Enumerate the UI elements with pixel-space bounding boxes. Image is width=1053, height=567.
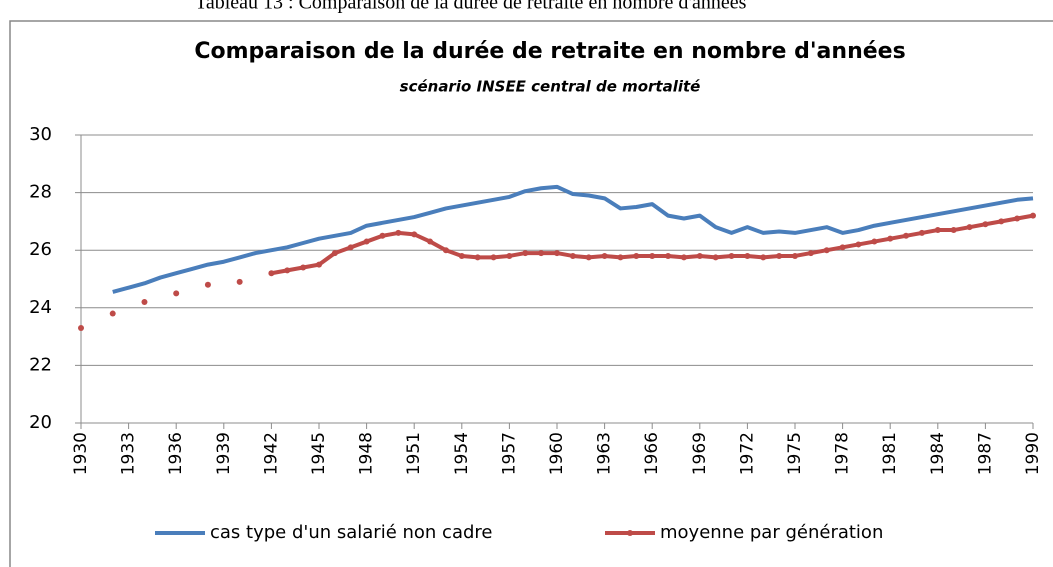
legend-label: cas type d'un salarié non cadre: [210, 522, 493, 543]
x-tick-label: 1972: [737, 432, 757, 475]
point: [538, 250, 545, 257]
point: [78, 324, 84, 331]
point: [204, 281, 211, 288]
x-tick-label: 1930: [71, 432, 91, 475]
point: [363, 238, 370, 245]
point: [411, 231, 418, 238]
point: [728, 252, 735, 259]
y-tick-label: 30: [29, 124, 52, 145]
point: [109, 310, 116, 317]
point: [141, 299, 148, 306]
x-tick-label: 1963: [595, 432, 615, 475]
chart-subtitle: scénario INSEE central de mortalité: [400, 78, 701, 96]
point: [823, 247, 830, 254]
x-tick-label: 1954: [452, 432, 472, 475]
point: [744, 252, 751, 259]
y-tick-label: 28: [29, 182, 52, 203]
point: [173, 290, 180, 297]
point: [887, 235, 894, 242]
point: [585, 254, 592, 261]
point: [347, 244, 354, 251]
point: [871, 238, 878, 245]
x-tick-label: 1984: [928, 432, 948, 475]
point: [474, 254, 481, 261]
point: [855, 241, 862, 248]
x-tick-label: 1936: [166, 432, 186, 475]
x-tick-label: 1960: [547, 432, 567, 475]
point: [665, 252, 672, 259]
x-tick-label: 1945: [309, 432, 329, 475]
point: [316, 261, 322, 268]
y-tick-label: 24: [29, 297, 52, 318]
point: [807, 250, 814, 257]
point: [569, 252, 576, 259]
point: [427, 238, 434, 245]
legend-label: moyenne par génération: [660, 522, 883, 543]
y-tick-label: 22: [29, 354, 52, 375]
chart-frame: [9, 20, 1053, 567]
point: [617, 254, 624, 261]
point: [998, 218, 1005, 225]
y-tick-label: 20: [29, 412, 52, 433]
legend-marker: [627, 530, 633, 536]
x-tick-label: 1969: [690, 432, 710, 475]
point: [458, 252, 465, 259]
x-tick-label: 1981: [880, 432, 900, 475]
point: [331, 250, 338, 257]
point: [601, 252, 608, 259]
point: [1030, 212, 1036, 219]
point: [680, 254, 687, 261]
point: [934, 227, 941, 234]
point: [506, 252, 513, 259]
x-tick-label: 1939: [214, 432, 234, 475]
point: [966, 224, 973, 231]
caption: Tableau 13 : Comparaison de la durée de …: [195, 0, 747, 14]
point: [712, 254, 719, 261]
point: [950, 227, 957, 234]
point: [918, 229, 925, 236]
point: [633, 252, 640, 259]
point: [696, 252, 703, 259]
x-tick-label: 1957: [499, 432, 519, 475]
x-tick-label: 1951: [404, 432, 424, 475]
point: [522, 250, 529, 257]
x-tick-label: 1966: [642, 432, 662, 475]
x-tick-label: 1948: [357, 432, 377, 475]
point: [903, 232, 910, 239]
x-tick-label: 1933: [119, 432, 139, 475]
point: [379, 232, 386, 239]
point: [760, 254, 767, 261]
point: [776, 252, 783, 259]
x-tick-label: 1942: [261, 432, 281, 475]
point: [649, 252, 656, 259]
point: [839, 244, 846, 251]
point: [284, 267, 291, 274]
point: [268, 270, 275, 277]
series-line: [112, 184, 1034, 294]
x-tick-label: 1990: [1023, 432, 1043, 475]
point: [442, 247, 449, 254]
point: [236, 278, 243, 285]
point: [792, 252, 798, 259]
y-tick-label: 26: [29, 239, 52, 260]
chart-title: Comparaison de la durée de retraite en n…: [194, 39, 905, 64]
point: [490, 254, 497, 261]
point: [395, 229, 402, 236]
point: [554, 250, 560, 257]
point: [300, 264, 307, 271]
x-tick-label: 1978: [833, 432, 853, 475]
x-tick-label: 1987: [975, 432, 995, 475]
point: [982, 221, 989, 228]
point: [1014, 215, 1021, 222]
x-tick-label: 1975: [785, 432, 805, 475]
